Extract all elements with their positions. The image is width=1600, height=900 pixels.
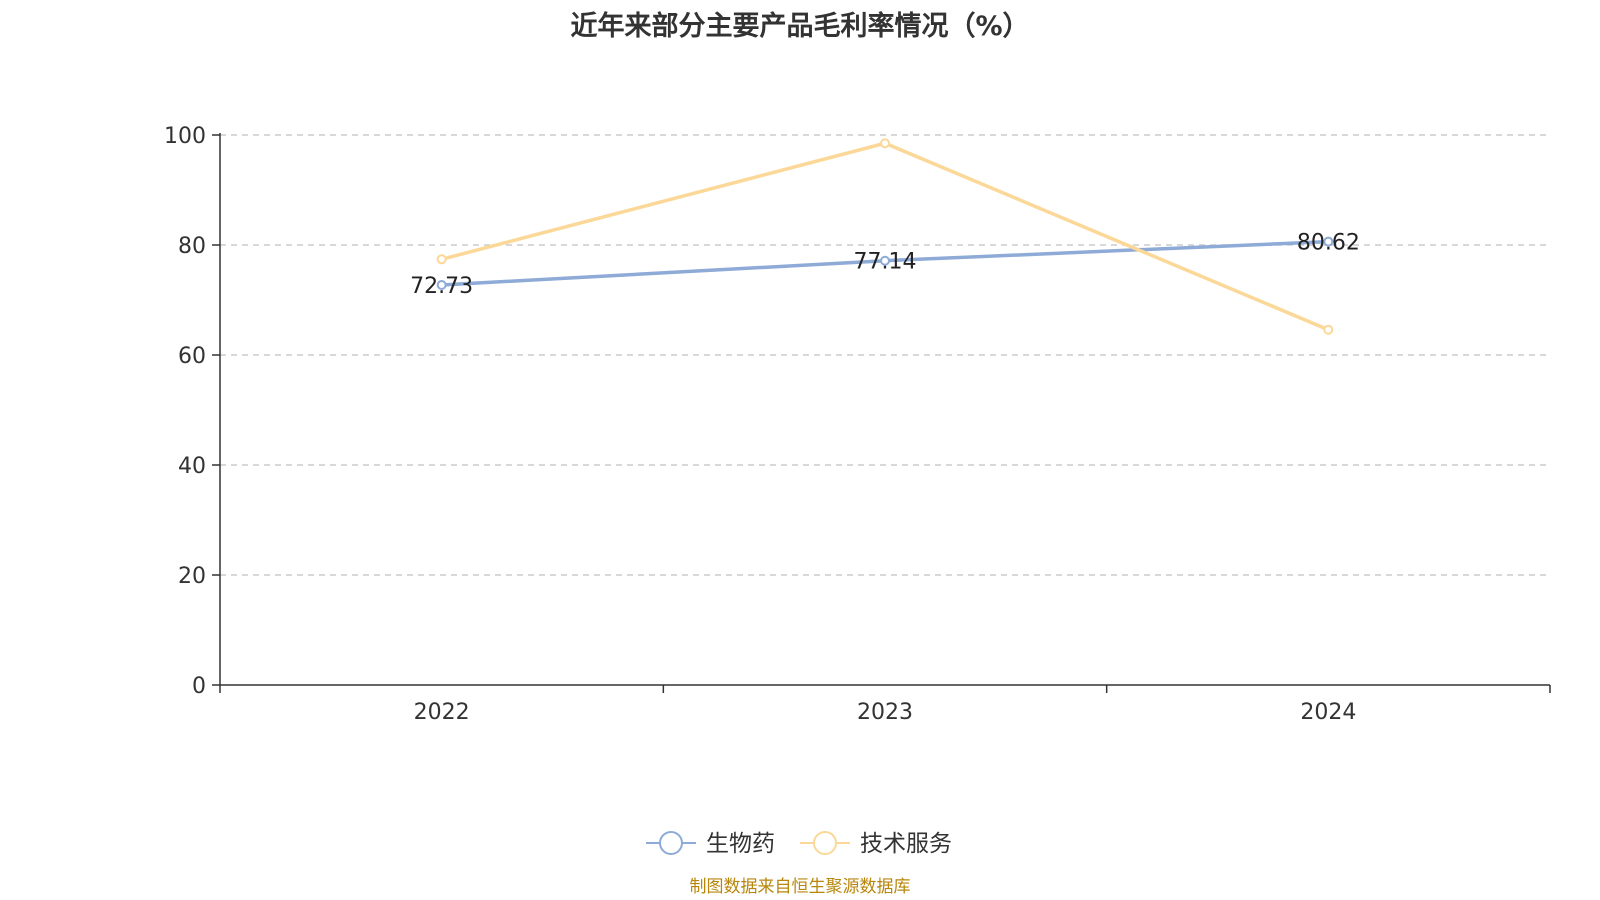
y-tick-label: 0 [192,674,206,699]
legend: 生物药 技术服务 [646,831,952,857]
y-tick-label: 20 [178,564,206,589]
x-tick-label: 2024 [1300,700,1356,725]
x-tick-label: 2022 [414,700,470,725]
source-note: 制图数据来自恒生聚源数据库 [689,877,911,897]
legend-label: 生物药 [706,831,775,857]
data-point [1323,236,1334,247]
data-point [436,254,447,265]
data-label: 80.62 [1297,231,1360,256]
data-point [880,255,890,266]
axes: 0 20 40 60 80 100 2022 2023 2024 [164,124,1551,725]
data-point [436,279,447,290]
y-tick-label: 60 [178,344,206,369]
grid-lines [220,134,1550,576]
data-point [880,138,890,149]
series-line-2 [441,141,1330,332]
y-tick-label: 40 [178,454,206,479]
series [436,138,1334,335]
data-label: 72.73 [410,274,473,299]
x-tick-label: 2023 [857,700,913,725]
chart-title: 近年来部分主要产品毛利率情况（%） [570,11,1030,42]
legend-marker [659,831,683,855]
y-tick-label: 100 [164,124,206,149]
data-labels: 72.73 77.14 80.62 [410,231,1360,299]
data-label: 77.14 [854,250,917,275]
legend-label: 技术服务 [860,831,952,857]
data-point [1323,324,1334,335]
legend-marker [813,831,837,855]
y-tick-label: 80 [178,234,206,259]
